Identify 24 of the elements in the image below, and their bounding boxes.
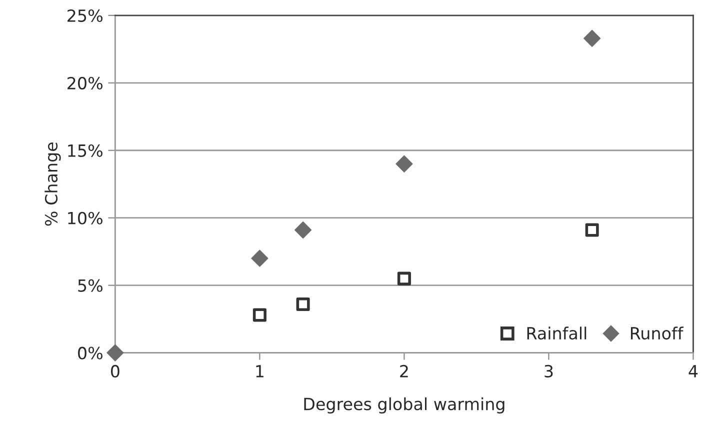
legend-label: Rainfall <box>527 326 586 340</box>
point <box>585 223 599 237</box>
legend-label: Runoff <box>630 326 684 340</box>
y-tick-label: 20% <box>68 76 102 90</box>
y-tick-label: 25% <box>68 9 102 22</box>
y-tick-label: 15% <box>68 144 102 157</box>
x-tick-label: 0 <box>110 364 120 378</box>
y-tick-label: 0% <box>78 346 102 360</box>
y-tick-label: 5% <box>78 279 102 292</box>
x-tick-label: 1 <box>256 365 264 378</box>
x-tick-label: 2 <box>400 364 408 378</box>
y-axis-title: % Change <box>44 142 61 226</box>
x-axis-title: Degrees global warming <box>304 397 504 414</box>
point <box>106 344 124 362</box>
point <box>251 250 268 267</box>
y-tick-label: 10% <box>68 212 102 224</box>
point <box>584 30 601 47</box>
x-tick-label: 4 <box>688 365 698 378</box>
x-tick-label: 3 <box>544 364 553 378</box>
point <box>396 155 413 172</box>
point <box>294 221 312 239</box>
point <box>252 308 266 322</box>
point <box>397 272 411 286</box>
point <box>296 297 310 311</box>
